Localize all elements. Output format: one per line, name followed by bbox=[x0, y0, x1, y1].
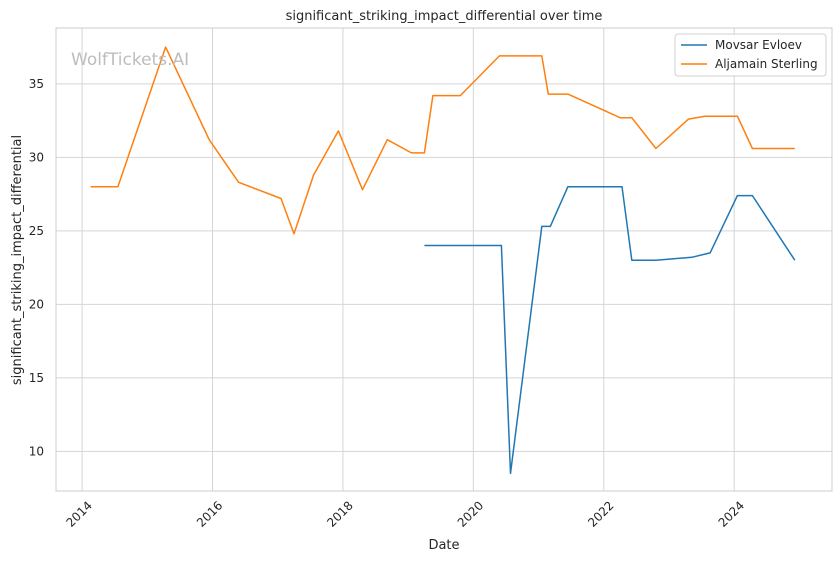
legend-box bbox=[674, 33, 827, 77]
series-line-movsar-evloev bbox=[424, 185, 796, 475]
x-tick-label: 2018 bbox=[324, 498, 355, 529]
legend-label-aljamain-sterling: Aljamain Sterling bbox=[715, 57, 818, 71]
y-tick-label: 10 bbox=[29, 444, 44, 458]
x-axis-ticks: 2014 2016 2018 2020 2022 2024 bbox=[64, 498, 748, 529]
plot-background bbox=[56, 28, 832, 491]
legend-label-movsar-evloev: Movsar Evloev bbox=[715, 38, 802, 52]
legend: Movsar Evloev Aljamain Sterling bbox=[674, 33, 827, 77]
x-axis-label: Date bbox=[428, 538, 459, 553]
series-lines bbox=[90, 46, 796, 475]
series-line-aljamain-sterling bbox=[90, 46, 795, 235]
chart-title: significant_striking_impact_differential… bbox=[286, 9, 603, 24]
y-tick-label: 25 bbox=[29, 224, 44, 238]
y-axis-ticks: 10 15 20 25 30 35 bbox=[29, 77, 44, 458]
y-tick-label: 15 bbox=[29, 371, 44, 385]
x-tick-label: 2022 bbox=[585, 498, 616, 529]
y-tick-label: 20 bbox=[29, 297, 44, 311]
grid-lines bbox=[56, 28, 832, 491]
x-tick-label: 2014 bbox=[64, 498, 95, 529]
x-tick-label: 2024 bbox=[716, 498, 747, 529]
watermark: WolfTickets.AI bbox=[71, 50, 189, 70]
y-tick-label: 30 bbox=[29, 150, 44, 164]
y-tick-label: 35 bbox=[29, 77, 44, 91]
x-tick-label: 2016 bbox=[194, 498, 225, 529]
plot-frame bbox=[55, 27, 833, 492]
x-tick-label: 2020 bbox=[455, 498, 486, 529]
y-axis-label: significant_striking_impact_differential bbox=[10, 135, 25, 385]
